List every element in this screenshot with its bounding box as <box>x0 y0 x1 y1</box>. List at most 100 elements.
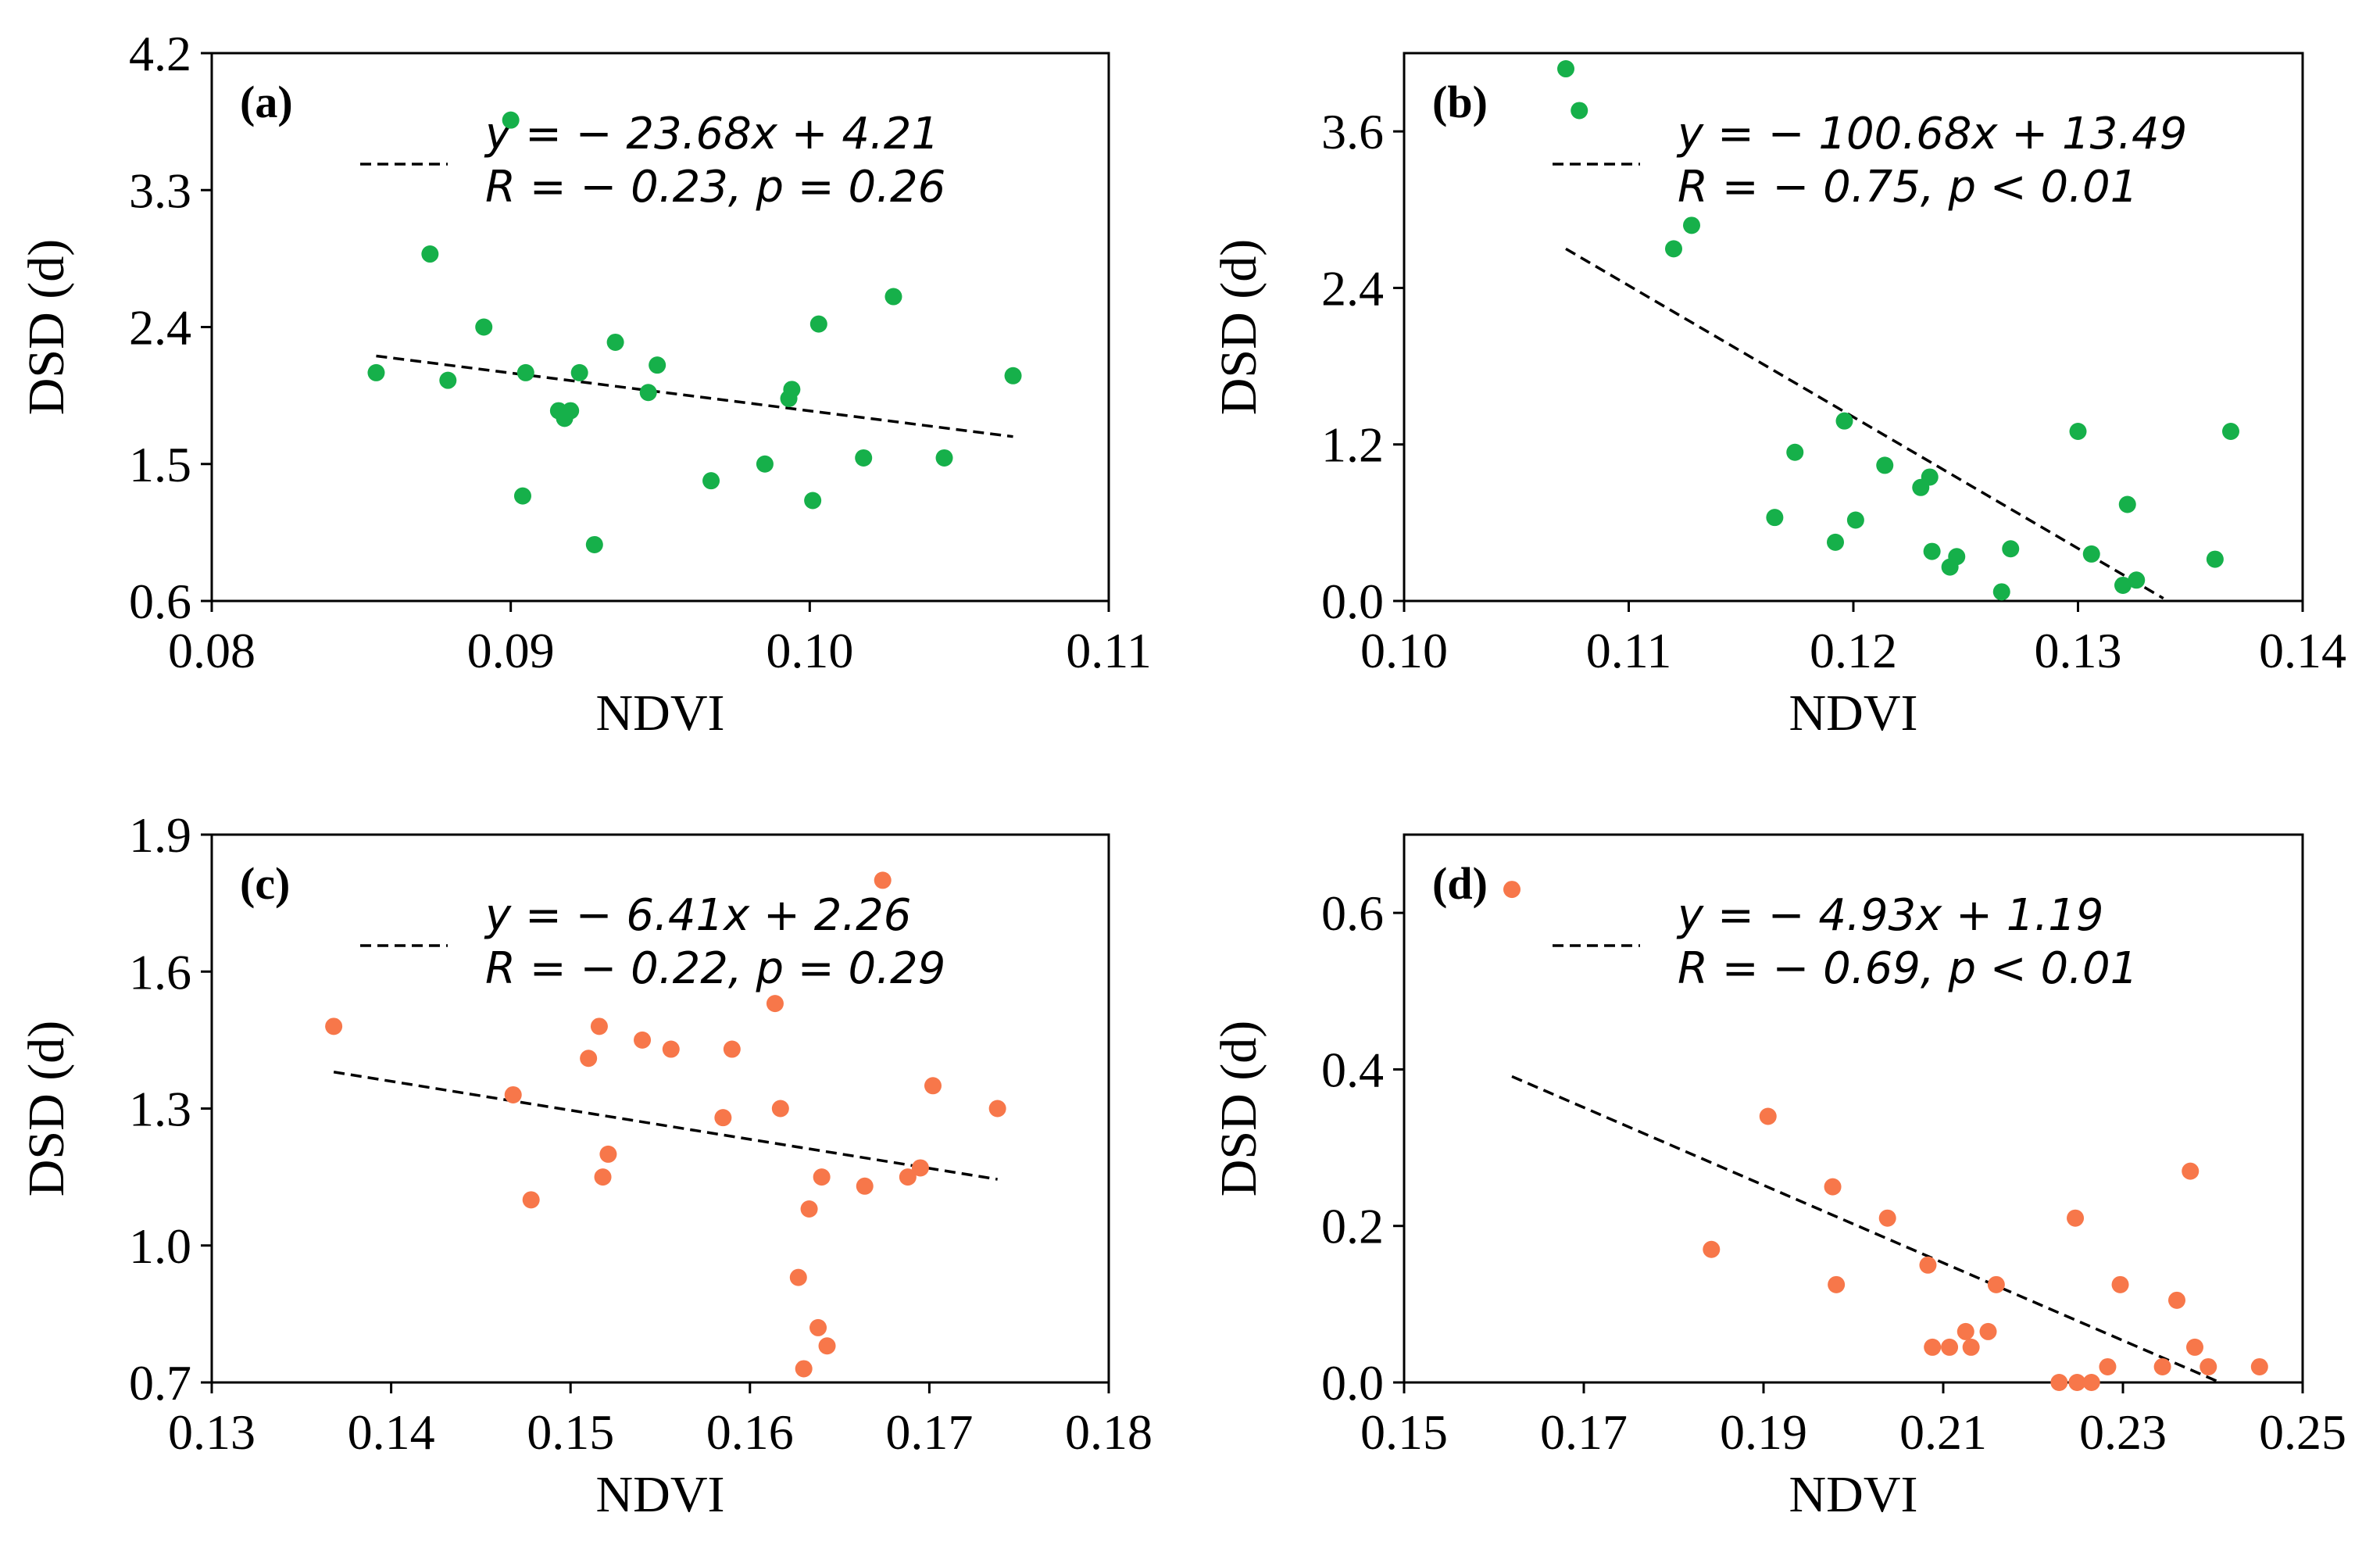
data-point <box>804 492 822 510</box>
legend-equation: y = − 6.41x + 2.26 <box>484 890 911 941</box>
data-point <box>1835 412 1853 430</box>
x-tick-label: 0.14 <box>2259 623 2346 678</box>
data-point <box>783 381 801 399</box>
data-point <box>856 1177 874 1195</box>
data-point <box>2069 423 2087 441</box>
x-tick-label: 0.11 <box>1586 623 1672 678</box>
y-tick-label: 1.9 <box>129 807 191 863</box>
x-tick-label: 0.15 <box>1360 1404 1448 1460</box>
data-point <box>1828 1275 1846 1293</box>
data-point <box>818 1337 836 1355</box>
data-point <box>771 1100 789 1118</box>
y-tick-label: 1.0 <box>129 1218 191 1274</box>
data-point <box>2050 1374 2068 1391</box>
axes-frame <box>1403 833 2304 1384</box>
y-tick-label: 1.2 <box>1321 417 1384 473</box>
data-point <box>421 245 439 263</box>
data-point <box>2118 495 2136 513</box>
data-point <box>2128 571 2146 589</box>
data-point <box>522 1191 540 1209</box>
x-axis-label: NDVI <box>1789 685 1918 742</box>
data-point <box>1941 1338 1959 1356</box>
panel-label: (c) <box>240 858 290 909</box>
data-point <box>899 1168 917 1186</box>
data-point <box>1878 1209 1896 1227</box>
regression-line <box>1565 247 2164 600</box>
y-tick-label: 2.4 <box>129 300 191 356</box>
x-tick-label: 0.10 <box>766 623 853 678</box>
regression-line <box>1511 1075 2221 1384</box>
y-tick-label: 0.4 <box>1321 1042 1384 1097</box>
data-point <box>2200 1357 2217 1375</box>
chart-panel-4: 0.15 0.17 0.19 0.21 0.23 0.25 0.0 0.2 0.4 0.6 NDVI… <box>1210 833 2346 1523</box>
data-point <box>874 871 892 889</box>
data-point <box>911 1159 929 1177</box>
data-point <box>1919 1256 1937 1274</box>
data-point <box>2082 1374 2100 1391</box>
data-point <box>634 1031 652 1049</box>
data-point <box>789 1268 807 1286</box>
chart-panel-3: 0.13 0.14 0.15 0.16 0.17 0.18 0.7 1.0 1.3 1.6 1.9 N… <box>18 807 1152 1523</box>
data-point <box>1924 1338 1942 1356</box>
x-tick-label: 0.10 <box>1360 623 1448 678</box>
data-point <box>1703 1240 1721 1258</box>
data-point <box>325 1017 343 1035</box>
data-point <box>590 1017 608 1035</box>
legend-equation: y = − 23.68x + 4.21 <box>484 109 939 159</box>
data-point <box>1846 511 1864 529</box>
data-point <box>562 402 580 420</box>
legend-stats: R = − 0.69, p < 0.01 <box>1678 943 2138 994</box>
y-tick-label: 0.2 <box>1321 1199 1384 1254</box>
data-point <box>1979 1322 1997 1340</box>
x-tick-label: 0.08 <box>168 623 256 678</box>
y-axis-label: DSD (d) <box>18 1021 75 1197</box>
data-point <box>795 1360 813 1378</box>
data-point <box>2114 576 2132 594</box>
data-point <box>580 1050 598 1068</box>
panel-label: (b) <box>1432 77 1488 127</box>
data-point <box>2082 545 2100 563</box>
data-point <box>606 333 624 351</box>
data-point <box>1759 1107 1777 1125</box>
data-point <box>2186 1338 2203 1356</box>
data-point <box>1004 367 1022 384</box>
y-tick-label: 0.6 <box>1321 885 1384 941</box>
y-axis-label: DSD (d) <box>18 239 75 416</box>
data-point <box>639 384 657 402</box>
x-tick-label: 0.09 <box>467 623 555 678</box>
legend-equation: y = − 100.68x + 13.49 <box>1676 109 2187 159</box>
x-tick-label: 0.17 <box>885 1404 973 1460</box>
data-point <box>1987 1275 2005 1293</box>
data-point <box>2182 1162 2200 1180</box>
y-tick-label: 1.6 <box>129 944 191 1000</box>
x-tick-label: 0.16 <box>706 1404 794 1460</box>
data-point <box>988 1100 1006 1118</box>
y-tick-label: 1.5 <box>129 437 191 492</box>
data-point <box>475 318 493 336</box>
data-point <box>855 449 873 467</box>
data-point <box>723 1040 741 1058</box>
data-point <box>1962 1338 1980 1356</box>
data-point <box>513 487 531 505</box>
data-point <box>1786 443 1804 461</box>
y-axis-label: DSD (d) <box>1210 239 1267 416</box>
panel-label: (d) <box>1432 858 1488 909</box>
x-axis-label: NDVI <box>596 685 725 742</box>
data-point <box>2168 1291 2185 1309</box>
x-tick-label: 0.15 <box>527 1404 614 1460</box>
data-point <box>809 1318 827 1336</box>
data-point <box>649 356 666 374</box>
y-tick-label: 4.2 <box>129 26 191 81</box>
x-tick-label: 0.14 <box>348 1404 435 1460</box>
x-tick-label: 0.13 <box>168 1404 256 1460</box>
y-tick-label: 3.3 <box>129 163 191 218</box>
data-point <box>502 111 520 129</box>
data-point <box>439 371 457 389</box>
data-point <box>702 472 720 490</box>
y-tick-label: 0.0 <box>1321 574 1384 629</box>
x-tick-label: 0.17 <box>1540 1404 1628 1460</box>
data-point <box>714 1109 732 1127</box>
chart-panel-1: 0.08 0.09 0.10 0.11 0.6 1.5 2.4 3.3 4.2 NDVI DSD (… <box>18 26 1152 742</box>
data-point <box>1766 509 1784 527</box>
y-tick-label: 0.0 <box>1321 1355 1384 1411</box>
